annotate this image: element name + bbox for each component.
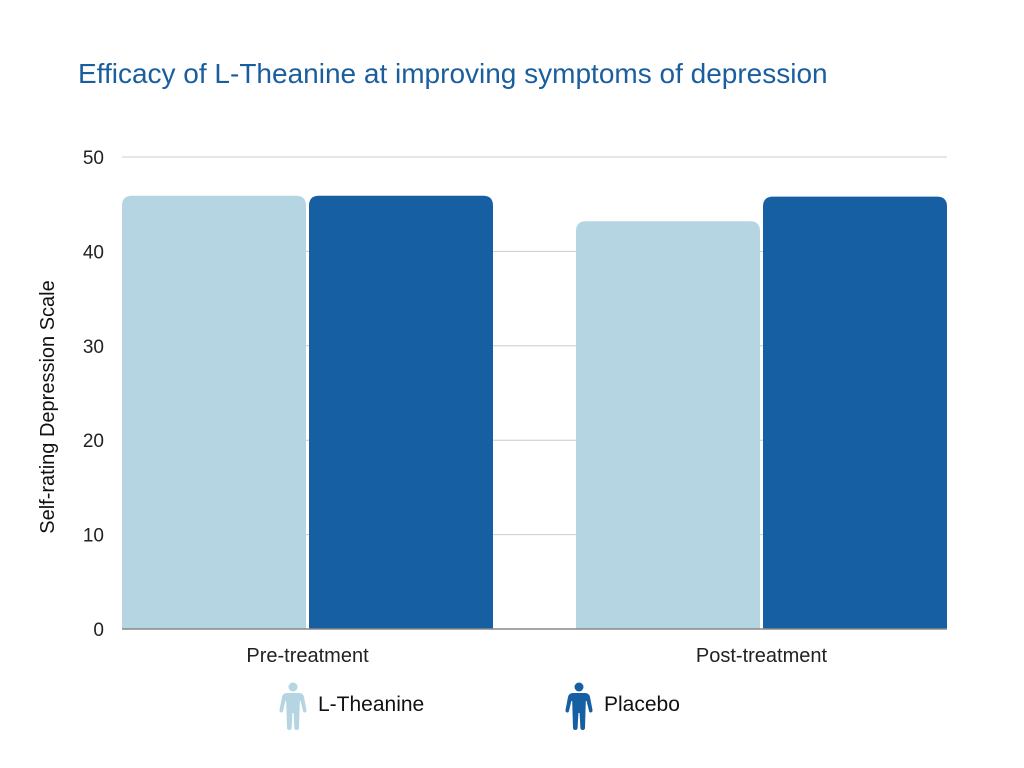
person-icon-body <box>565 693 593 730</box>
legend: L-Theanine Placebo <box>0 680 1024 730</box>
legend-item-placebo: Placebo <box>564 680 680 730</box>
person-icon-head <box>288 682 298 692</box>
y-tick-label: 20 <box>83 431 104 452</box>
legend-label: L-Theanine <box>318 693 425 716</box>
y-axis-label: Self-rating Depression Scale <box>37 280 59 533</box>
y-tick-label: 30 <box>83 337 104 358</box>
bar-placebo-post-treatment <box>763 196 947 629</box>
chart-title: Efficacy of L-Theanine at improving symp… <box>78 58 828 89</box>
bars <box>122 195 947 630</box>
y-tick-label: 40 <box>83 242 104 263</box>
y-tick-label: 50 <box>83 148 104 169</box>
person-icon <box>279 682 307 730</box>
bar-l-theanine-pre-treatment <box>122 195 306 630</box>
y-tick-label: 0 <box>93 620 104 641</box>
x-tick-label: Post-treatment <box>696 645 828 667</box>
person-icon-body <box>279 693 307 730</box>
x-tick-label: Pre-treatment <box>246 645 369 667</box>
y-tick-labels: 0 10 20 30 40 50 <box>83 148 104 641</box>
person-icon <box>565 682 593 730</box>
bar-placebo-pre-treatment <box>309 195 493 630</box>
person-icon-head <box>574 682 584 692</box>
y-tick-label: 10 <box>83 526 104 547</box>
legend-item-l-theanine: L-Theanine <box>278 680 424 730</box>
bar-l-theanine-post-treatment <box>576 221 760 629</box>
legend-label: Placebo <box>604 693 680 716</box>
category-labels: Pre-treatment Post-treatment <box>246 645 827 667</box>
